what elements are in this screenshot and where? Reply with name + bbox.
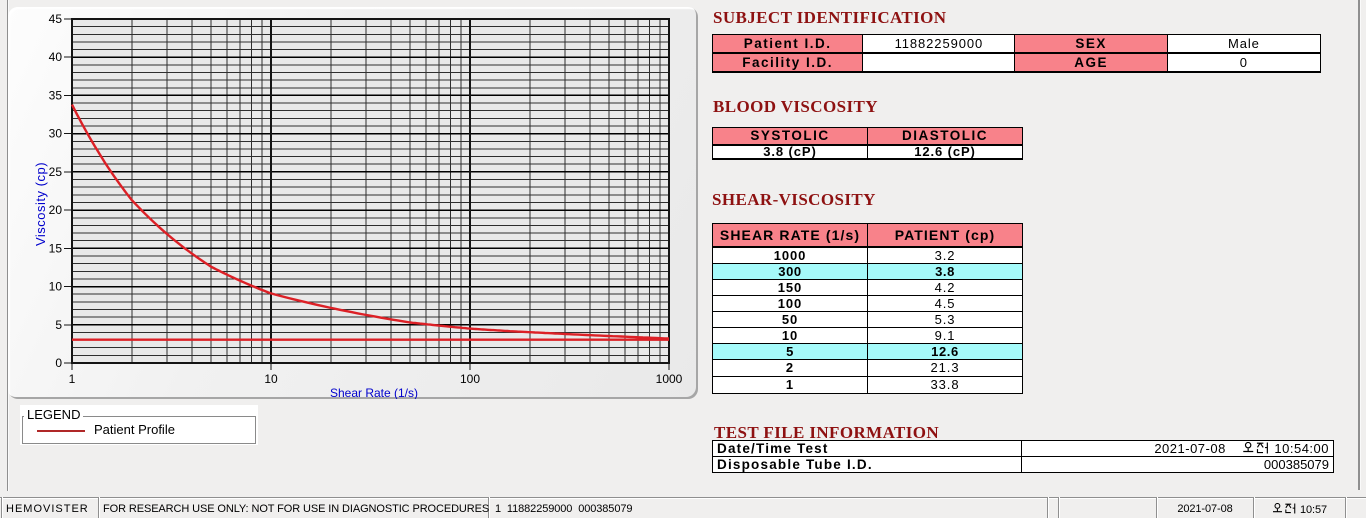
svg-text:1: 1 xyxy=(69,372,76,386)
svg-text:Shear Rate (1/s): Shear Rate (1/s) xyxy=(330,386,418,399)
svg-text:100: 100 xyxy=(460,372,480,386)
svg-text:10: 10 xyxy=(49,280,63,294)
svg-text:35: 35 xyxy=(49,88,63,102)
svg-text:25: 25 xyxy=(49,165,63,179)
svg-text:40: 40 xyxy=(49,50,63,64)
svg-text:30: 30 xyxy=(49,127,63,141)
svg-text:20: 20 xyxy=(49,203,63,217)
svg-text:45: 45 xyxy=(49,12,63,26)
svg-text:1000: 1000 xyxy=(656,372,683,386)
svg-text:Viscosity (cp): Viscosity (cp) xyxy=(33,162,48,246)
svg-text:10: 10 xyxy=(264,372,278,386)
svg-text:5: 5 xyxy=(55,318,62,332)
svg-text:0: 0 xyxy=(55,356,62,370)
svg-text:15: 15 xyxy=(49,241,63,255)
